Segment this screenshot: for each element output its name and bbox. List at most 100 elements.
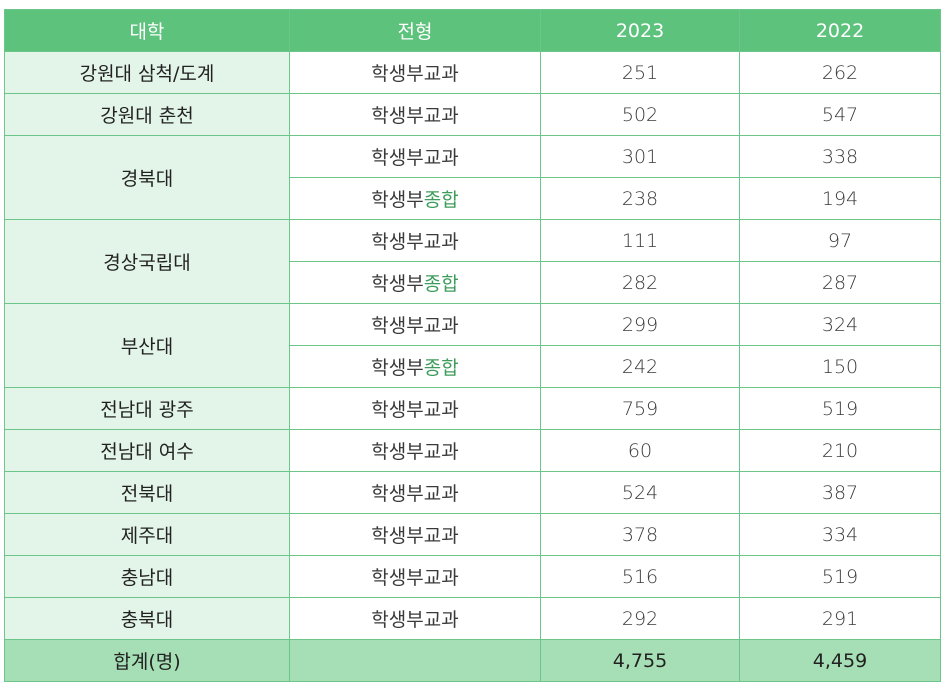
count-2023: 242 <box>540 345 740 388</box>
count-2023: 299 <box>540 303 740 346</box>
count-2022: 262 <box>739 51 941 94</box>
table-row: 충북대 학생부교과 292 291 <box>4 597 941 640</box>
table-row: 경북대 학생부교과 301 338 <box>4 135 941 220</box>
count-2023: 251 <box>540 51 740 94</box>
table-row: 경상국립대 학생부교과 111 97 <box>4 219 941 304</box>
count-2022: 338 <box>739 135 941 178</box>
count-2022: 547 <box>739 93 941 136</box>
count-2023: 111 <box>540 219 740 262</box>
count-2022: 334 <box>739 513 941 556</box>
total-2023: 4,755 <box>540 639 740 682</box>
admission-type: 학생부교과 <box>289 93 541 136</box>
admission-type-prefix: 학생부 <box>371 273 424 295</box>
admission-type-prefix: 학생부 <box>371 189 424 211</box>
admission-type: 학생부교과 <box>289 471 541 514</box>
admission-type-suffix: 교과 <box>423 147 459 169</box>
table-row: 전남대 여수 학생부교과 60 210 <box>4 429 941 472</box>
header-year-2022: 2022 <box>739 9 941 52</box>
university-name: 강원대 삼척/도계 <box>4 51 290 94</box>
university-name: 전북대 <box>4 471 290 514</box>
table-row: 학생부종합 238 194 <box>5 177 941 220</box>
total-type <box>289 639 541 682</box>
count-2023: 502 <box>540 93 740 136</box>
admission-type-suffix: 교과 <box>423 231 459 253</box>
admission-type: 학생부교과 <box>289 219 541 262</box>
table-header: 대학 전형 2023 2022 <box>4 9 941 52</box>
university-name: 전남대 여수 <box>4 429 290 472</box>
total-label: 합계(명) <box>4 639 290 682</box>
count-2022: 519 <box>739 387 941 430</box>
admission-type-suffix: 교과 <box>423 525 459 547</box>
university-name: 제주대 <box>4 513 290 556</box>
count-2023: 378 <box>540 513 740 556</box>
university-name: 강원대 춘천 <box>4 93 290 136</box>
admission-type-prefix: 학생부 <box>371 315 424 337</box>
header-year-2023: 2023 <box>540 9 740 52</box>
table-row: 학생부종합 282 287 <box>5 261 941 304</box>
admission-type-prefix: 학생부 <box>371 147 424 169</box>
university-name: 충북대 <box>4 597 290 640</box>
admission-type: 학생부교과 <box>289 51 541 94</box>
admission-type-prefix: 학생부 <box>371 231 424 253</box>
admission-type-prefix: 학생부 <box>371 483 424 505</box>
table-row: 부산대 학생부교과 299 324 <box>4 303 941 388</box>
admission-type: 학생부종합 <box>289 177 541 220</box>
table-footer: 합계(명) 4,755 4,459 <box>4 639 941 682</box>
count-2023: 759 <box>540 387 740 430</box>
admission-type-prefix: 학생부 <box>371 567 424 589</box>
admission-type-suffix: 교과 <box>423 315 459 337</box>
admission-type: 학생부종합 <box>289 345 541 388</box>
admission-type-suffix: 교과 <box>423 105 459 127</box>
admission-type-suffix: 교과 <box>423 441 459 463</box>
count-2022: 210 <box>739 429 941 472</box>
table-row: 강원대 춘천 학생부교과 502 547 <box>4 93 941 136</box>
count-2023: 238 <box>540 177 740 220</box>
count-2022: 287 <box>739 261 941 304</box>
total-row: 합계(명) 4,755 4,459 <box>4 639 941 682</box>
admission-type-suffix: 교과 <box>423 609 459 631</box>
total-2022: 4,459 <box>739 639 941 682</box>
count-2022: 324 <box>739 303 941 346</box>
admission-type-prefix: 학생부 <box>371 609 424 631</box>
table-row: 전남대 광주 학생부교과 759 519 <box>4 387 941 430</box>
admission-type: 학생부교과 <box>289 387 541 430</box>
count-2023: 301 <box>540 135 740 178</box>
header-university: 대학 <box>4 9 290 52</box>
admission-type-prefix: 학생부 <box>371 63 424 85</box>
table-row: 학생부종합 242 150 <box>5 345 941 388</box>
count-2022: 291 <box>739 597 941 640</box>
admission-type: 학생부교과 <box>289 429 541 472</box>
count-2022: 150 <box>739 345 941 388</box>
admissions-table: 대학 전형 2023 2022 강원대 삼척/도계 학생부교과 251 262 강원대 … <box>4 9 941 682</box>
table-row: 전북대 학생부교과 524 387 <box>4 471 941 514</box>
admission-type-prefix: 학생부 <box>371 357 424 379</box>
table-row: 제주대 학생부교과 378 334 <box>4 513 941 556</box>
header-admission-type: 전형 <box>289 9 541 52</box>
university-name: 경상국립대 <box>4 219 290 304</box>
university-name: 경북대 <box>4 135 290 220</box>
admission-type: 학생부교과 <box>289 135 541 178</box>
table-row: 강원대 삼척/도계 학생부교과 251 262 <box>4 51 941 94</box>
admission-type-prefix: 학생부 <box>371 525 424 547</box>
admission-type-suffix: 교과 <box>423 399 459 421</box>
university-name: 충남대 <box>4 555 290 598</box>
count-2023: 282 <box>540 261 740 304</box>
table-body: 강원대 삼척/도계 학생부교과 251 262 강원대 춘천 학생부교과 502 547 경북대… <box>4 51 941 640</box>
admission-type: 학생부교과 <box>289 555 541 598</box>
admission-type: 학생부교과 <box>289 303 541 346</box>
count-2023: 292 <box>540 597 740 640</box>
header-row: 대학 전형 2023 2022 <box>4 9 941 52</box>
count-2023: 516 <box>540 555 740 598</box>
table-row: 충남대 학생부교과 516 519 <box>4 555 941 598</box>
count-2023: 60 <box>540 429 740 472</box>
admission-type-suffix: 종합 <box>423 357 459 379</box>
admissions-table-container: 대학 전형 2023 2022 강원대 삼척/도계 학생부교과 251 262 강원대 … <box>4 9 941 682</box>
admission-type-prefix: 학생부 <box>371 399 424 421</box>
university-name: 전남대 광주 <box>4 387 290 430</box>
admission-type: 학생부교과 <box>289 513 541 556</box>
admission-type-suffix: 종합 <box>423 273 459 295</box>
admission-type: 학생부교과 <box>289 597 541 640</box>
admission-type-suffix: 종합 <box>423 189 459 211</box>
admission-type-suffix: 교과 <box>423 567 459 589</box>
admission-type: 학생부종합 <box>289 261 541 304</box>
